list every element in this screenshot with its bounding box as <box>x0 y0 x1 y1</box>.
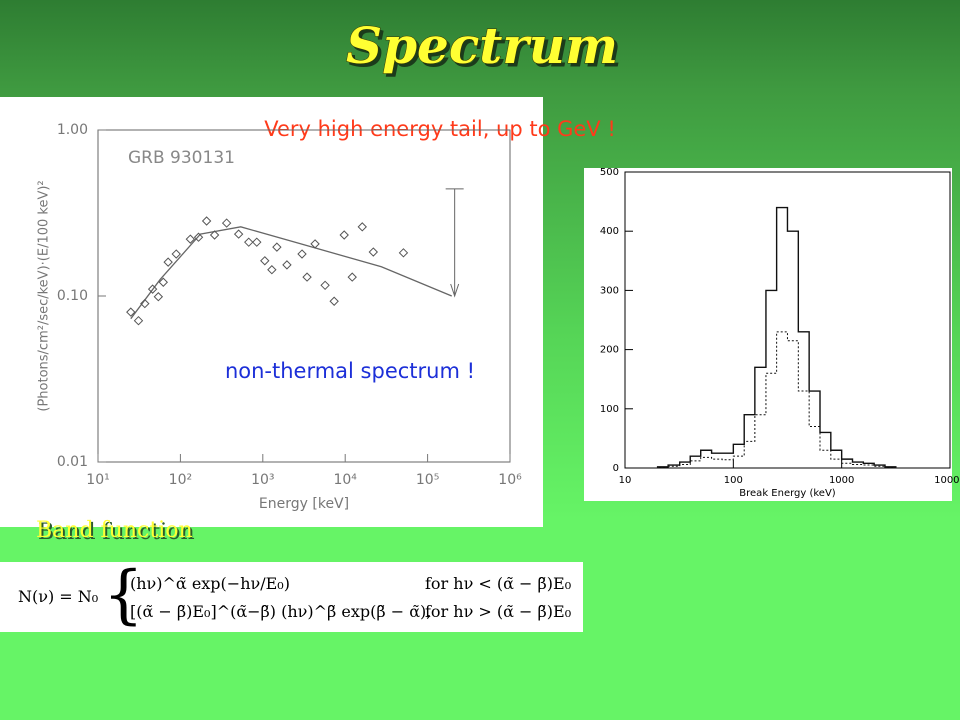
data-point <box>233 229 244 239</box>
section-label: Band function <box>36 518 193 543</box>
formula-case: [(α̃ − β̃)E₀]^(α̃−β̃) (hν)^β̃ exp(β̃ − α… <box>130 602 432 621</box>
data-point <box>267 265 277 275</box>
x-tick-label: 10³ <box>251 472 274 488</box>
annotation: non-thermal spectrum ! <box>225 359 475 383</box>
x-tick-label: 10⁴ <box>333 472 357 488</box>
data-point <box>252 237 262 247</box>
fit-line <box>130 226 452 320</box>
y-tick-label: 200 <box>600 345 619 356</box>
brace: { <box>103 558 144 632</box>
y-axis-label: (Photons/cm²/sec/keV)·(E/100 keV)² <box>37 180 52 411</box>
data-point <box>244 237 254 247</box>
data-point <box>185 234 196 244</box>
data-point <box>158 277 169 287</box>
data-point <box>302 272 312 282</box>
x-axis-label: Energy [keV] <box>259 496 349 512</box>
annotation: Very high energy tail, up to GeV ! <box>264 117 616 141</box>
y-tick-label: 100 <box>600 404 619 415</box>
data-point <box>310 239 320 249</box>
data-point <box>260 256 270 266</box>
x-tick-label: 10⁶ <box>498 472 522 488</box>
x-tick-label: 10⁵ <box>416 472 439 488</box>
data-point <box>320 280 330 291</box>
y-tick-label: 1.00 <box>57 122 88 138</box>
data-point <box>193 232 204 242</box>
x-tick-label: 100 <box>724 475 743 486</box>
formula-case: (hν)^α̃ exp(−hν/E₀) <box>130 574 290 593</box>
data-point <box>297 249 307 259</box>
data-point <box>221 218 232 228</box>
data-point <box>272 242 282 252</box>
data-point <box>339 230 349 240</box>
chart-panel <box>584 168 952 501</box>
data-point <box>398 248 409 258</box>
histogram-outline <box>656 206 897 468</box>
data-point <box>209 230 220 240</box>
data-point <box>163 257 173 267</box>
data-point <box>153 292 164 302</box>
y-tick-label: 400 <box>600 226 619 237</box>
formula-lhs: N(ν) = N₀ <box>18 587 99 606</box>
upper-limit <box>445 188 464 298</box>
data-point <box>140 298 150 309</box>
data-point <box>147 284 158 294</box>
x-tick-label: 10² <box>169 472 192 488</box>
data-point <box>126 307 136 317</box>
y-tick-label: 500 <box>600 167 619 178</box>
x-tick-label: 10 <box>619 475 632 486</box>
slide-title: Spectrum <box>346 16 618 75</box>
chart-annotation: GRB 930131 <box>128 148 235 168</box>
chart-panel <box>0 97 543 527</box>
formula: N(ν) = N₀ { (hν)^α̃ exp(−hν/E₀) for hν <… <box>0 558 583 632</box>
y-tick-label: 0 <box>613 463 619 474</box>
x-axis-label: Break Energy (keV) <box>739 488 836 499</box>
data-point <box>282 260 292 270</box>
data-point <box>171 249 181 259</box>
y-tick-label: 0.01 <box>57 454 88 470</box>
plot-frame <box>624 171 951 469</box>
y-tick-label: 0.10 <box>57 288 88 304</box>
histogram-outline <box>657 331 897 468</box>
x-tick-label: 10¹ <box>86 472 109 488</box>
data-point <box>201 216 212 226</box>
data-point <box>329 296 339 306</box>
formula-condition: for hν > (α̃ − β̃)E₀ <box>425 602 572 621</box>
y-tick-label: 300 <box>600 285 619 296</box>
data-point <box>347 272 357 282</box>
data-point <box>368 247 379 257</box>
data-point <box>357 222 367 232</box>
data-point <box>133 315 144 326</box>
formula-condition: for hν < (α̃ − β̃)E₀ <box>425 574 572 593</box>
x-tick-label: 1000 <box>829 475 854 486</box>
